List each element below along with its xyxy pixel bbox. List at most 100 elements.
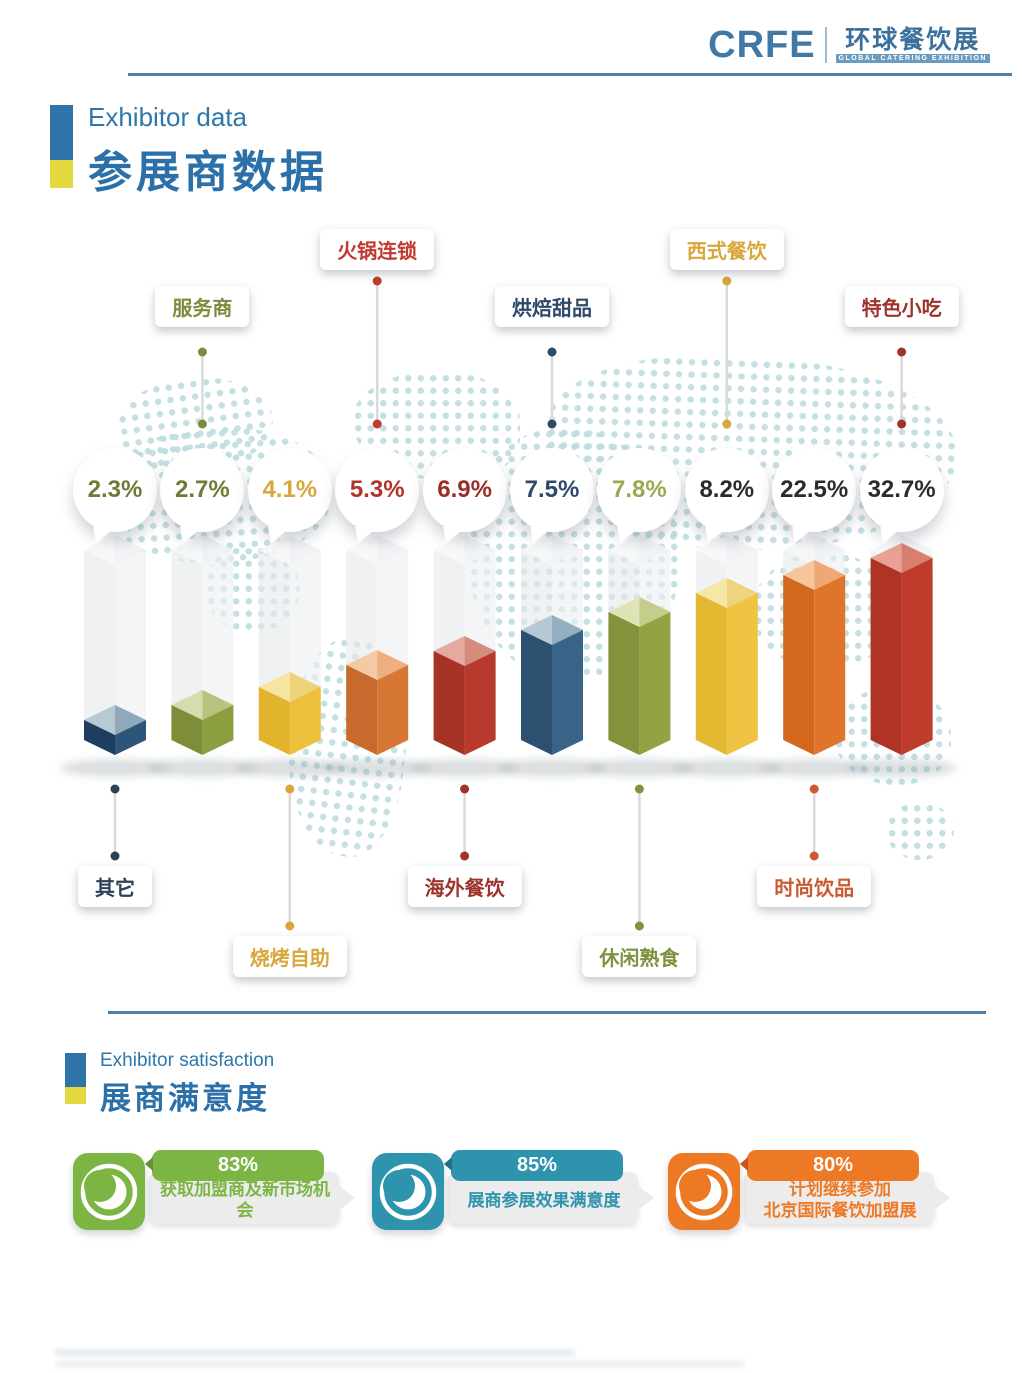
leader-dot xyxy=(285,784,295,794)
ghost-column-top xyxy=(464,535,496,565)
moon-chart-icon xyxy=(372,1153,444,1230)
logo-title-cn: 环球餐饮展 xyxy=(845,25,981,54)
leader-dot xyxy=(372,419,382,429)
ghost-column-top xyxy=(258,535,290,565)
bar-时尚饮品-top xyxy=(814,560,846,590)
section-title-en: Exhibitor satisfaction xyxy=(100,1050,275,1071)
bar-其它-top xyxy=(84,705,115,735)
section-title-en: Exhibitor data xyxy=(88,102,247,132)
bar-特色小吃-top xyxy=(870,543,902,573)
bar-烧烤自助-left-face xyxy=(258,687,290,755)
ghost-column-top xyxy=(783,535,815,565)
ghost-column-top xyxy=(115,535,146,565)
leader-dot xyxy=(722,419,732,429)
bar-shadow xyxy=(322,759,433,777)
logo-divider xyxy=(824,27,827,63)
bar-西式餐饮-top xyxy=(726,578,758,608)
ghost-column-left-face xyxy=(84,550,115,755)
logo-subtitle-en: GLOBAL CATERING EXHIBITION xyxy=(835,54,990,64)
ghost-column-top xyxy=(289,535,321,565)
bar-shadow xyxy=(584,759,695,777)
satisfaction-badge: 85% 展商参展效果满意度 xyxy=(372,1150,672,1242)
bar-shadow xyxy=(846,759,957,777)
bar-火锅连锁-top xyxy=(377,650,409,680)
satisfaction-badge: 80% 计划继续参加 北京国际餐饮加盟展 xyxy=(668,1150,968,1242)
leader-dot xyxy=(722,276,732,286)
leader-dot xyxy=(460,784,470,794)
ghost-column-top xyxy=(202,535,234,565)
ghost-column-top xyxy=(521,535,552,565)
footer-smudge xyxy=(55,1361,745,1367)
bar-特色小吃-top xyxy=(901,543,933,573)
ghost-column-top xyxy=(377,535,409,565)
bar-特色小吃-left-face xyxy=(870,558,902,755)
ghost-column-top xyxy=(433,535,465,565)
bar-西式餐饮-left-face xyxy=(695,593,727,755)
bar-特色小吃-right-face xyxy=(901,558,933,755)
bar-西式餐饮-right-face xyxy=(726,593,758,755)
leader-dot xyxy=(547,347,557,357)
ghost-column-top xyxy=(608,535,640,565)
badge-label: 获取加盟商及新市场机会 xyxy=(160,1180,330,1220)
bar-服务商-left-face xyxy=(171,705,203,755)
footer-smudge xyxy=(55,1349,575,1356)
accent-bar xyxy=(65,1053,86,1104)
bar-烘焙甜品-top xyxy=(521,615,552,645)
section-header-satisfaction: Exhibitor satisfaction 展商满意度 xyxy=(65,1050,274,1118)
section-title-cn: 参展商数据 xyxy=(88,148,328,197)
bar-shadow xyxy=(60,759,170,777)
ghost-column-top xyxy=(695,535,727,565)
leader-dot xyxy=(897,419,907,429)
leader-dot xyxy=(634,784,644,794)
bar-时尚饮品-top xyxy=(783,560,815,590)
bar-西式餐饮-top xyxy=(695,578,727,608)
ghost-column-top xyxy=(639,535,671,565)
bar-shadow xyxy=(147,759,258,777)
bar-海外餐饮-top xyxy=(433,636,465,666)
bar-其它-right-face xyxy=(115,720,146,755)
ghost-column-top xyxy=(346,535,378,565)
leader-dot xyxy=(460,851,470,861)
bar-服务商-top xyxy=(171,690,203,720)
bar-海外餐饮-top xyxy=(464,636,496,666)
leader-dot xyxy=(634,921,644,931)
badge-label: 计划继续参加 北京国际餐饮加盟展 xyxy=(763,1180,917,1220)
leader-dot xyxy=(110,784,120,794)
ghost-column-top xyxy=(814,535,846,565)
section-divider xyxy=(108,1011,986,1014)
leader-dot xyxy=(809,784,819,794)
leader-dot xyxy=(547,419,557,429)
bar-烘焙甜品-right-face xyxy=(552,630,583,755)
bar-休闲熟食-top xyxy=(639,597,671,627)
top-divider xyxy=(128,73,1012,76)
bar-其它-left-face xyxy=(84,720,115,755)
section-header-exhibitor-data: Exhibitor data 参展商数据 xyxy=(50,102,328,200)
bar-时尚饮品-right-face xyxy=(814,575,846,755)
leader-dot xyxy=(285,921,295,931)
bar-烧烤自助-right-face xyxy=(289,687,321,755)
leader-dot xyxy=(197,419,207,429)
bar-烘焙甜品-left-face xyxy=(521,630,552,755)
moon-chart-icon xyxy=(73,1153,145,1230)
bar-其它-top xyxy=(115,705,146,735)
bar-海外餐饮-left-face xyxy=(433,651,465,755)
bar-shadow xyxy=(234,759,345,777)
logo-acronym: CRFE xyxy=(708,24,816,66)
brand-logo: CRFE 环球餐饮展 GLOBAL CATERING EXHIBITION xyxy=(708,26,990,64)
badge-percent: 85% xyxy=(444,1150,623,1181)
bar-烘焙甜品-top xyxy=(552,615,583,645)
ghost-column-top xyxy=(84,535,115,565)
bar-烧烤自助-top xyxy=(289,672,321,702)
bar-shadow xyxy=(409,759,520,777)
badge-percent: 80% xyxy=(740,1150,919,1181)
bar-休闲熟食-right-face xyxy=(639,612,671,755)
bar-火锅连锁-top xyxy=(346,650,378,680)
badge-percent: 83% xyxy=(145,1150,324,1181)
leader-dot xyxy=(372,276,382,286)
bar-火锅连锁-left-face xyxy=(346,665,378,755)
moon-chart-icon xyxy=(668,1153,740,1230)
leader-dot xyxy=(809,851,819,861)
leader-dot xyxy=(110,851,120,861)
